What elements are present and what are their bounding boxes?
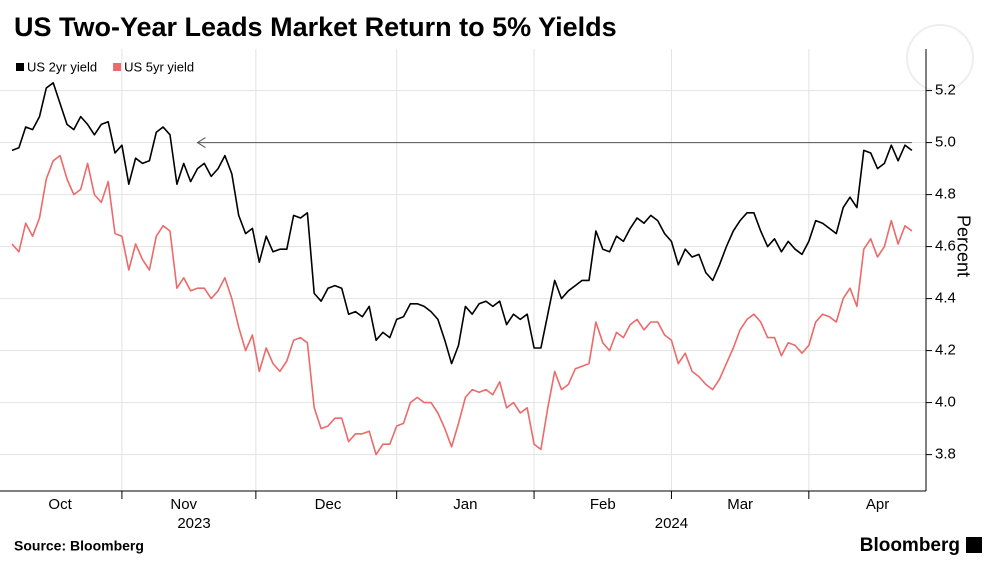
y-tick-label: 4.8 [935, 186, 956, 203]
x-tick-label: Apr [866, 496, 889, 513]
line-series [11, 82, 913, 365]
y-tick-label: 4.2 [935, 342, 956, 359]
y-tick-label: 4.4 [935, 290, 956, 307]
x-tick-label: Dec [315, 496, 342, 513]
x-group-label: 2023 [177, 515, 210, 532]
y-tick-label: 3.8 [935, 446, 956, 463]
x-tick-label: Oct [48, 496, 72, 513]
source: Source: Bloomberg [14, 538, 144, 554]
y-tick-label: 5.2 [935, 82, 956, 99]
legend-label: US 2yr yield [27, 59, 97, 74]
brand: Bloomberg [860, 535, 960, 556]
legend-swatch [113, 63, 122, 71]
line-series [11, 154, 913, 456]
y-tick-label: 4.0 [935, 394, 956, 411]
y-tick-label: 4.6 [935, 238, 956, 255]
x-tick-label: Jan [453, 496, 477, 513]
x-tick-label: Nov [170, 496, 197, 513]
legend-label: US 5yr yield [124, 59, 194, 74]
chart-title: US Two-Year Leads Market Return to 5% Yi… [14, 12, 617, 42]
y-tick-label: 5.0 [935, 134, 956, 151]
arrow-head [196, 137, 206, 149]
x-tick-label: Mar [727, 496, 753, 513]
x-group-label: 2024 [655, 515, 688, 532]
expand-icon[interactable] [906, 24, 974, 92]
brand-icon [966, 537, 982, 553]
y-axis-label: Percent [953, 215, 973, 277]
x-tick-label: Feb [590, 496, 616, 513]
legend-swatch [16, 63, 24, 71]
